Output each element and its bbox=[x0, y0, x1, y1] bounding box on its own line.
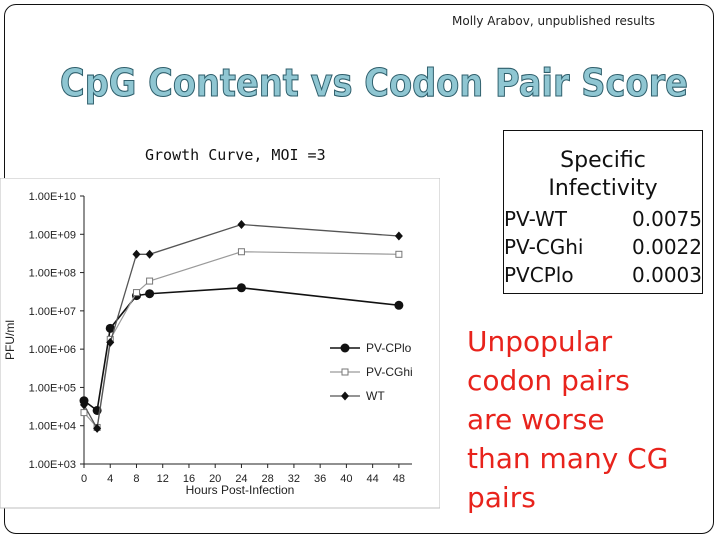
legend-marker bbox=[341, 391, 349, 401]
data-point-WT bbox=[93, 423, 102, 433]
note-line: Unpopular bbox=[467, 325, 613, 358]
data-point-WT bbox=[80, 400, 88, 410]
y-tick-label: 1.00E+03 bbox=[29, 459, 76, 471]
data-point-PV-CPlo bbox=[105, 323, 115, 333]
data-point-PV-CPlo bbox=[394, 300, 404, 310]
chart-frame bbox=[0, 178, 440, 509]
x-axis-label: Hours Post-Infection bbox=[186, 483, 295, 497]
y-tick-label: 1.00E+05 bbox=[29, 382, 76, 394]
y-tick-label: 1.00E+08 bbox=[29, 268, 76, 280]
infectivity-value: 0.0075 bbox=[632, 207, 702, 231]
x-tick-label: 48 bbox=[393, 473, 405, 485]
growth-curve-chart: 1.00E+03 1.00E+04 1.00E+05 1.00E+06 1.00E+07… bbox=[0, 178, 440, 509]
infectivity-value: 0.0003 bbox=[632, 263, 702, 287]
x-tick-label: 16 bbox=[183, 473, 195, 485]
y-tick-label: 1.00E+10 bbox=[29, 191, 76, 203]
x-tick-label: 12 bbox=[157, 473, 169, 485]
strain-name: PV-WT bbox=[504, 207, 567, 231]
x-tick-label: 36 bbox=[314, 473, 326, 485]
data-point-PV-CGhi bbox=[237, 248, 245, 256]
x-tick-label: 28 bbox=[262, 473, 274, 485]
slide-title-text: CpG Content vs Codon Pair Score bbox=[60, 61, 688, 105]
infectivity-heading-line: Infectivity bbox=[548, 176, 658, 201]
x-tick-label: 24 bbox=[235, 473, 247, 485]
data-point-PV-CGhi bbox=[146, 277, 154, 285]
data-point-PV-CGhi bbox=[132, 289, 140, 297]
data-point-WT bbox=[394, 231, 403, 241]
note-line: are worse bbox=[467, 403, 605, 436]
data-point-WT bbox=[237, 220, 246, 230]
x-tick-label: 4 bbox=[107, 473, 113, 485]
infectivity-row: PVCPlo 0.0003 bbox=[504, 263, 702, 289]
specific-infectivity-box: Specific Infectivity PV-WT 0.0075 PV-CGh… bbox=[503, 130, 703, 294]
data-point-WT bbox=[145, 249, 154, 259]
note-line: codon pairs bbox=[467, 364, 630, 397]
x-tick-label: 0 bbox=[81, 473, 87, 485]
x-tick-label: 8 bbox=[133, 473, 139, 485]
y-tick-label: 1.00E+09 bbox=[29, 229, 76, 241]
growth-curve-label: Growth Curve, MOI =3 bbox=[145, 146, 326, 164]
slide-title: CpG Content vs Codon Pair Score bbox=[60, 60, 689, 105]
infectivity-heading-line: Specific bbox=[560, 148, 646, 173]
x-tick-label: 32 bbox=[288, 473, 300, 485]
y-tick-label: 1.00E+07 bbox=[29, 306, 76, 318]
legend-marker bbox=[340, 343, 350, 353]
note-line: than many CG bbox=[467, 442, 669, 475]
infectivity-row: PV-CGhi 0.0022 bbox=[504, 235, 702, 261]
x-tick-label: 40 bbox=[340, 473, 352, 485]
data-point-PV-CGhi bbox=[80, 409, 88, 417]
y-tick-label: 1.00E+06 bbox=[29, 344, 76, 356]
legend-label: PV-CPlo bbox=[366, 341, 412, 355]
data-point-WT bbox=[132, 249, 141, 259]
x-tick-label: 20 bbox=[209, 473, 221, 485]
legend-marker bbox=[341, 368, 349, 376]
infectivity-row: PV-WT 0.0075 bbox=[504, 207, 702, 233]
strain-name: PV-CGhi bbox=[504, 235, 584, 259]
data-point-PV-CPlo bbox=[145, 289, 155, 299]
note-line: pairs bbox=[467, 481, 536, 514]
data-point-PV-CGhi bbox=[395, 250, 403, 258]
legend-label: WT bbox=[366, 389, 385, 403]
legend-label: PV-CGhi bbox=[366, 365, 413, 379]
data-point-PV-CPlo bbox=[236, 283, 246, 293]
y-axis-label: PFU/ml bbox=[3, 320, 17, 360]
strain-name: PVCPlo bbox=[504, 263, 574, 287]
y-tick-label: 1.00E+04 bbox=[29, 421, 76, 433]
credit-text: Molly Arabov, unpublished results bbox=[452, 14, 656, 28]
x-tick-label: 44 bbox=[367, 473, 379, 485]
data-point-WT bbox=[106, 337, 115, 347]
infectivity-heading: Specific Infectivity bbox=[504, 147, 702, 203]
conclusion-note: Unpopular codon pairs are worse than man… bbox=[467, 322, 707, 517]
infectivity-value: 0.0022 bbox=[632, 235, 702, 259]
